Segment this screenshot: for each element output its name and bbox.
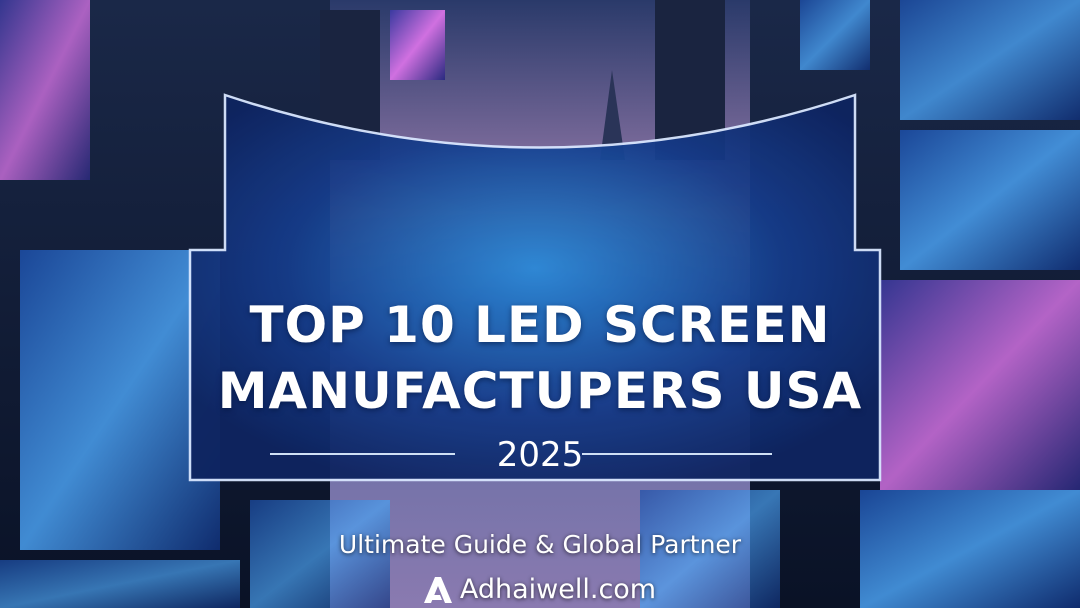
year-divider-left xyxy=(270,453,455,455)
title-line-1: TOP 10 LED SCREEN xyxy=(249,296,831,354)
brand-link[interactable]: Adhaiwell.com xyxy=(0,574,1080,605)
year-divider-right xyxy=(582,453,772,455)
title-line-2: MANUFACTUPERS USA xyxy=(217,362,863,420)
subtitle: Ultimate Guide & Global Partner xyxy=(338,530,742,559)
year-label: 2025 xyxy=(496,435,584,475)
brand-name: Adhaiwell.com xyxy=(459,574,657,605)
adhaiwell-a-logo-icon xyxy=(423,576,452,603)
